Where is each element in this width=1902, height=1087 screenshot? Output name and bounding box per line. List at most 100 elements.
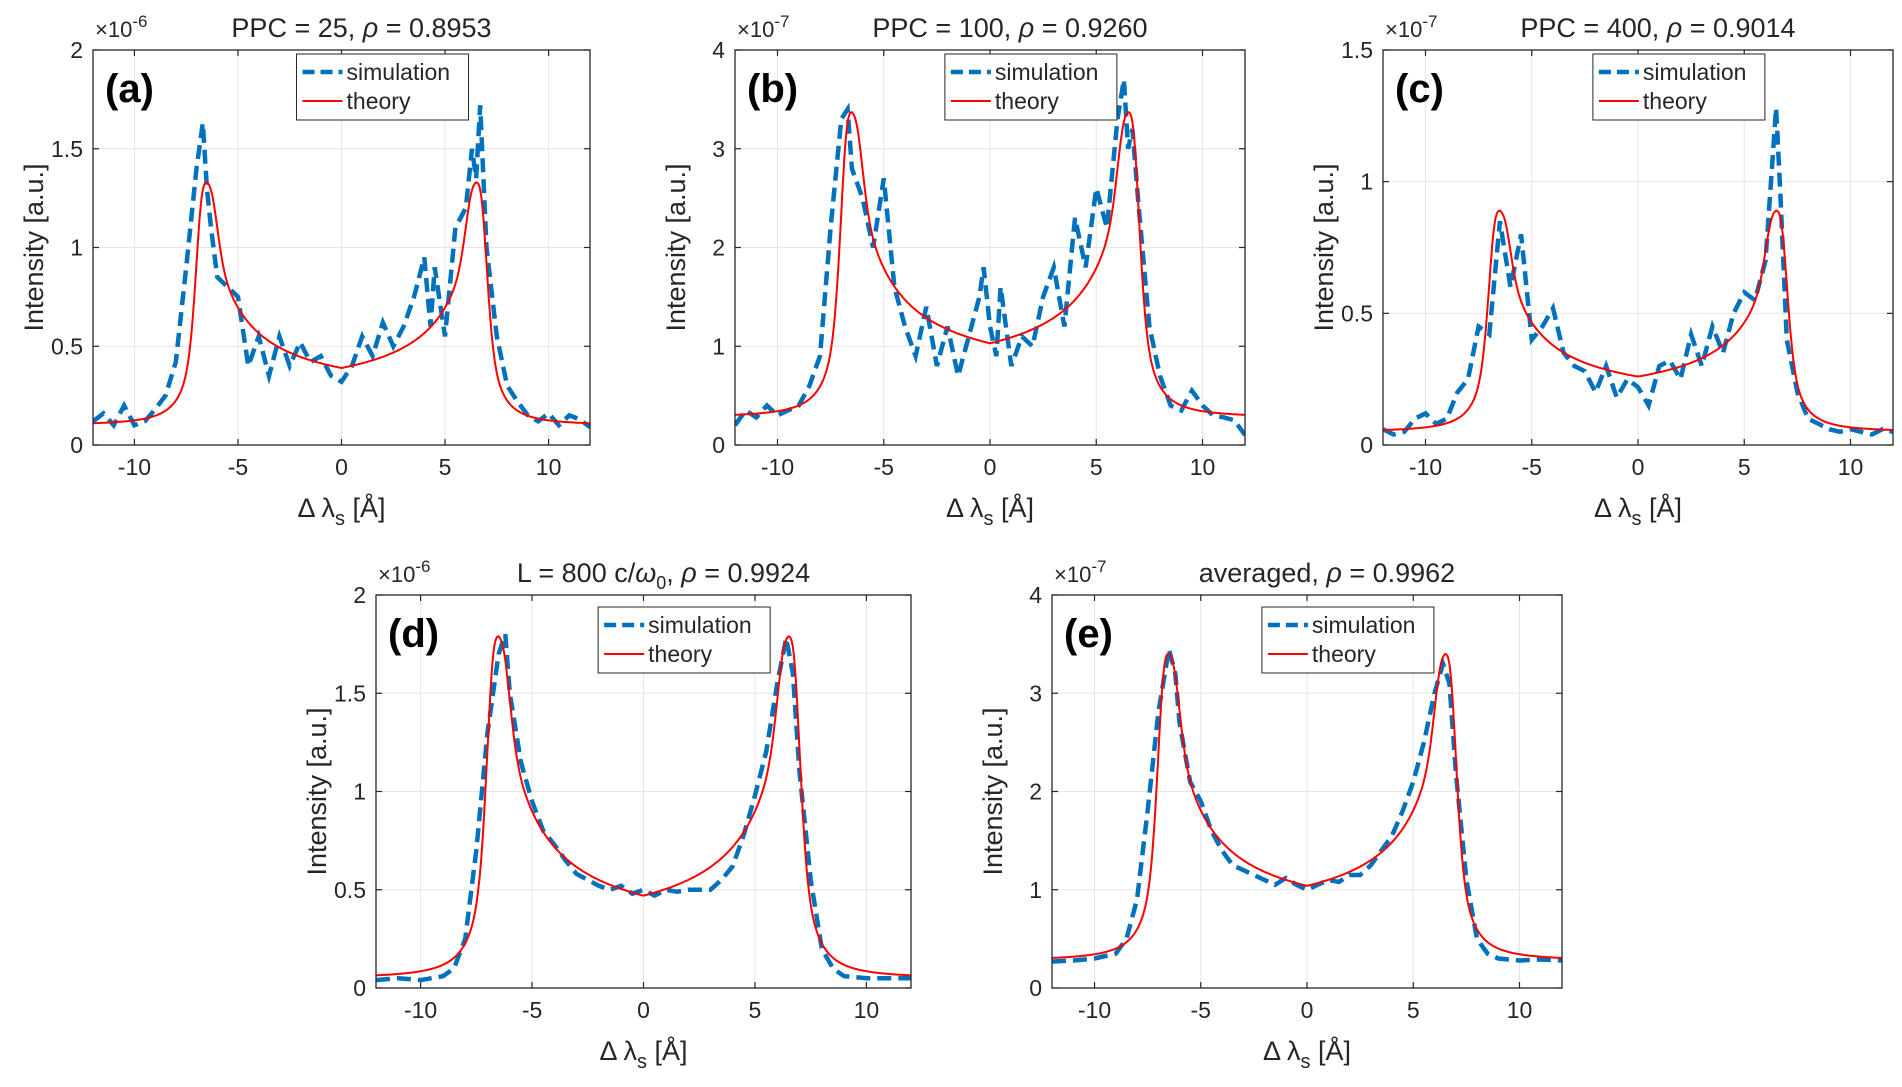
y-tick-label: 1: [353, 779, 366, 805]
theory-series: [93, 181, 590, 425]
legend-simulation-label: simulation: [347, 59, 451, 85]
title-part: = 0.9260: [1034, 13, 1147, 43]
legend: simulation theory: [944, 53, 1118, 121]
theory-series: [1052, 652, 1562, 959]
x-tick-label: 10: [536, 454, 562, 480]
title-part: ρ: [1018, 13, 1034, 43]
theory-series: [376, 635, 911, 977]
chart-panel-1: -10 -5 0 5 10 0 0.5 1 1.5 2 ×10-6 PPC = 25, ρ = 0.8…: [19, 12, 591, 530]
x-label-unit: [Å]: [647, 1035, 688, 1066]
y-axis-label: Intensity [a.u.]: [1309, 163, 1339, 331]
chart-title: L = 800 c/ω0, ρ = 0.9924: [517, 558, 810, 593]
x-tick-label: 0: [1301, 997, 1314, 1023]
x-tick-label: 5: [1738, 454, 1751, 480]
title-part: ,: [666, 558, 681, 588]
y-tick-label: 1.5: [1341, 37, 1373, 63]
y-tick-label: 0: [70, 432, 83, 458]
legend-theory-label: theory: [1643, 88, 1707, 114]
y-tick-label: 3: [1029, 680, 1042, 706]
x-label-unit: [Å]: [994, 492, 1035, 523]
y-tick-label: 1: [70, 235, 83, 261]
x-label-main: Δ λ: [1263, 1036, 1301, 1066]
x-tick-label: 5: [749, 997, 762, 1023]
y-tick-label: 0.5: [1341, 300, 1373, 326]
y-tick-label: 0.5: [51, 333, 83, 359]
legend-box: [597, 606, 771, 674]
x-axis-label: Δ λs [Å]: [946, 492, 1034, 530]
legend-theory-label: theory: [648, 641, 712, 667]
chart-panel-5: -10 -5 0 5 10 0 1 2 3 4 ×10-7 averaged, ρ = 0.9962 (…: [978, 557, 1563, 1073]
x-axis-label: Δ λs [Å]: [1263, 1035, 1351, 1073]
title-part: L = 800 c/: [517, 558, 636, 588]
title-part: = 0.9962: [1342, 558, 1455, 588]
y-axis-label: Intensity [a.u.]: [661, 163, 691, 331]
chart-title: averaged, ρ = 0.9962: [1199, 558, 1455, 588]
axes-frame: [1382, 49, 1894, 446]
legend-box: [944, 53, 1118, 121]
y-tick-label: 4: [712, 37, 725, 63]
y-tick-label: 1: [712, 333, 725, 359]
title-part: ρ: [1666, 13, 1682, 43]
chart-title: PPC = 100, ρ = 0.9260: [872, 13, 1147, 43]
legend-box: [296, 53, 470, 121]
x-tick-label: -5: [874, 454, 894, 480]
exponent-value: -7: [1091, 557, 1106, 576]
simulation-series: [735, 79, 1245, 437]
theory-series: [735, 111, 1245, 416]
y-tick-label: 1.5: [334, 680, 366, 706]
x-tick-label: 0: [335, 454, 348, 480]
y-tick-label: 2: [1029, 779, 1042, 805]
title-part: = 0.9924: [697, 558, 810, 588]
legend: simulation theory: [597, 606, 771, 674]
x-tick-label: 0: [637, 997, 650, 1023]
x-label-main: Δ λ: [946, 493, 984, 523]
y-tick-label: 0: [353, 975, 366, 1001]
legend: simulation theory: [1261, 606, 1435, 674]
title-part: PPC = 400,: [1520, 13, 1666, 43]
title-part: 0: [656, 573, 666, 593]
legend-simulation-label: simulation: [1312, 612, 1416, 638]
x-tick-label: -10: [404, 997, 437, 1023]
x-label-unit: [Å]: [1642, 492, 1683, 523]
legend-theory-label: theory: [347, 88, 411, 114]
y-axis-label: Intensity [a.u.]: [978, 707, 1008, 875]
x-label-unit: [Å]: [345, 492, 386, 523]
y-tick-label: 2: [70, 37, 83, 63]
title-part: ω: [635, 558, 656, 588]
simulation-series: [93, 105, 590, 430]
simulation-series: [1052, 648, 1562, 964]
chart-panel-2: -10 -5 0 5 10 0 1 2 3 4 ×10-7 PPC = 100, ρ = 0.9260…: [661, 12, 1246, 530]
title-part: PPC = 100,: [872, 13, 1018, 43]
x-tick-label: 5: [1407, 997, 1420, 1023]
simulation-series: [376, 633, 911, 983]
exponent-label: ×10-7: [1054, 557, 1106, 587]
y-tick-label: 0: [712, 432, 725, 458]
axes-frame: [734, 49, 1246, 446]
x-tick-label: 10: [854, 997, 880, 1023]
title-part: ρ: [362, 13, 378, 43]
y-tick-label: 0.5: [334, 877, 366, 903]
x-label-sub: s: [335, 508, 345, 530]
axes-frame: [1051, 594, 1563, 989]
x-axis-label: Δ λs [Å]: [1594, 492, 1682, 530]
legend-theory-label: theory: [995, 88, 1059, 114]
x-tick-label: 10: [1838, 454, 1864, 480]
legend-simulation-label: simulation: [648, 612, 752, 638]
x-label-sub: s: [637, 1051, 647, 1073]
y-tick-label: 1: [1029, 877, 1042, 903]
x-label-unit: [Å]: [1311, 1035, 1352, 1066]
panel-label: (c): [1395, 67, 1444, 111]
x-tick-label: -5: [1191, 997, 1211, 1023]
title-part: averaged,: [1199, 558, 1327, 588]
title-part: = 0.9014: [1682, 13, 1795, 43]
exponent-value: -7: [774, 12, 789, 31]
x-tick-label: 0: [984, 454, 997, 480]
axes-frame: [92, 49, 591, 446]
legend-simulation-label: simulation: [1643, 59, 1747, 85]
legend-theory-label: theory: [1312, 641, 1376, 667]
x-label-main: Δ λ: [1594, 493, 1632, 523]
x-label-sub: s: [984, 508, 994, 530]
exponent-value: -6: [415, 557, 430, 576]
x-tick-label: -10: [761, 454, 794, 480]
